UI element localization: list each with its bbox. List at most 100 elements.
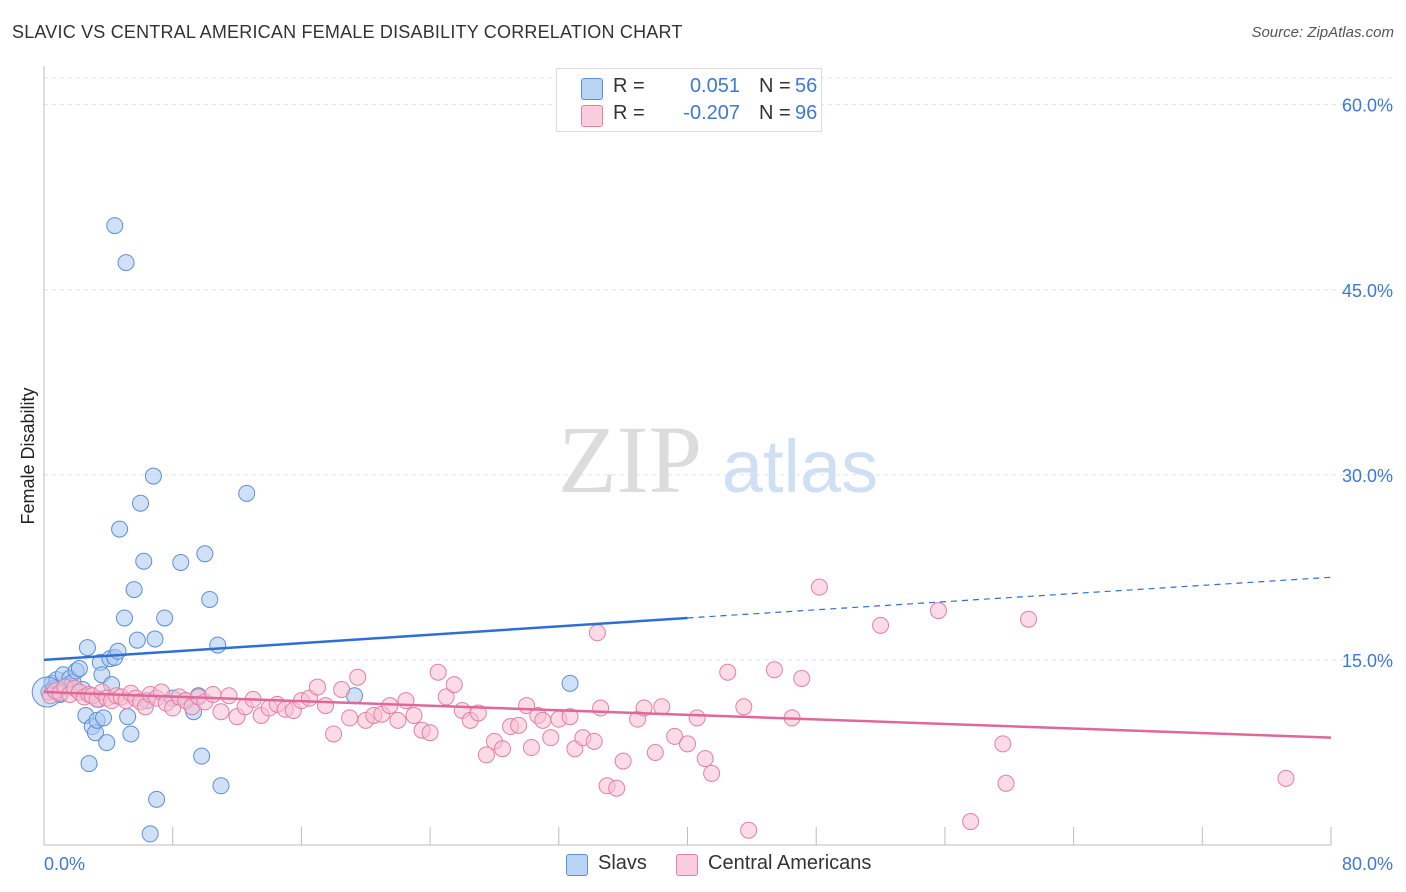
central-american-point bbox=[962, 813, 980, 831]
slav-point bbox=[212, 777, 230, 795]
central-american-point bbox=[510, 716, 528, 734]
y-tick-label: 45.0% bbox=[1342, 281, 1393, 301]
central-american-point bbox=[220, 687, 238, 705]
central-american-point bbox=[522, 739, 540, 757]
central-american-point bbox=[405, 706, 423, 724]
correlation-legend: R = 0.051 N = 56 R = -0.207 N = 96 bbox=[556, 68, 822, 132]
central-american-point bbox=[542, 729, 560, 747]
central-american-point bbox=[679, 735, 696, 753]
axes bbox=[43, 66, 1332, 846]
series-label-slavs: Slavs bbox=[598, 852, 647, 874]
central-americans-trend-line bbox=[43, 690, 1332, 739]
central-american-point bbox=[317, 697, 335, 715]
slav-point bbox=[109, 642, 127, 660]
legend-n-label: N = bbox=[759, 75, 791, 97]
central-americans-points bbox=[41, 578, 1295, 839]
legend-n-value: 56 bbox=[795, 75, 818, 97]
central-american-point bbox=[994, 735, 1012, 753]
legend-n-value: 96 bbox=[795, 102, 818, 124]
central-american-point bbox=[212, 703, 230, 721]
central-american-point bbox=[469, 704, 487, 722]
slav-point bbox=[115, 609, 133, 627]
slav-point bbox=[78, 639, 96, 657]
slav-point bbox=[80, 755, 98, 773]
central-american-point bbox=[703, 764, 721, 782]
slav-point bbox=[238, 484, 256, 502]
central-american-point bbox=[719, 663, 737, 681]
legend-n-label: N = bbox=[759, 102, 791, 124]
slav-point bbox=[141, 825, 159, 843]
slav-point bbox=[146, 630, 164, 648]
central-american-point bbox=[696, 750, 714, 768]
central-american-point bbox=[1277, 769, 1295, 787]
central-american-point bbox=[389, 711, 407, 729]
central-american-point bbox=[534, 711, 552, 729]
legend-r-label: R = bbox=[613, 75, 645, 97]
slav-point bbox=[156, 609, 174, 627]
x-tick-label: 80.0% bbox=[1342, 854, 1393, 874]
slav-point bbox=[106, 217, 124, 235]
slav-point bbox=[111, 520, 129, 538]
central-american-point bbox=[740, 821, 758, 839]
slav-point bbox=[95, 709, 113, 727]
slav-point bbox=[193, 747, 211, 765]
central-american-point bbox=[793, 669, 811, 687]
y-tick-label: 15.0% bbox=[1342, 651, 1393, 671]
central-american-point bbox=[872, 616, 890, 634]
central-american-point bbox=[646, 743, 664, 761]
source-label: Source: ZipAtlas.com bbox=[1251, 24, 1394, 41]
slav-point bbox=[561, 674, 579, 692]
central-american-point bbox=[608, 779, 626, 797]
central-american-point bbox=[333, 681, 351, 699]
slav-point bbox=[201, 590, 219, 608]
central-american-point bbox=[585, 732, 603, 750]
central-american-point bbox=[477, 746, 495, 764]
watermark-zip: ZIP bbox=[558, 406, 702, 513]
series-swatch-central-americans bbox=[676, 854, 698, 876]
central-american-point bbox=[666, 727, 684, 745]
slav-point bbox=[144, 467, 162, 485]
watermark: ZIP atlas bbox=[558, 406, 878, 513]
legend-r-value: 0.051 bbox=[689, 75, 740, 97]
x-tick-label: 0.0% bbox=[44, 854, 85, 874]
central-american-point bbox=[429, 663, 447, 681]
central-american-point bbox=[653, 698, 671, 716]
y-axis-title: Female Disability bbox=[18, 387, 38, 524]
trend-lines bbox=[43, 576, 1332, 739]
slav-point bbox=[119, 708, 137, 726]
central-american-point bbox=[735, 698, 753, 716]
slav-point bbox=[172, 553, 190, 571]
central-american-point bbox=[688, 709, 706, 727]
chart-title: SLAVIC VS CENTRAL AMERICAN FEMALE DISABI… bbox=[12, 22, 683, 42]
central-american-point bbox=[493, 740, 511, 758]
central-american-point bbox=[765, 661, 783, 679]
central-american-point bbox=[308, 678, 326, 696]
slav-point bbox=[122, 725, 140, 743]
central-american-point bbox=[437, 688, 455, 706]
central-american-point bbox=[614, 752, 632, 770]
legend-r-value: -0.207 bbox=[683, 102, 740, 124]
y-tick-label: 30.0% bbox=[1342, 466, 1393, 486]
slavs-trend-extension bbox=[687, 576, 1332, 619]
legend-swatch-central-americans bbox=[581, 105, 603, 127]
slav-point bbox=[148, 790, 166, 808]
central-american-point bbox=[561, 708, 579, 726]
grid-lines bbox=[44, 77, 1393, 661]
central-american-point bbox=[421, 724, 439, 742]
central-american-point bbox=[588, 624, 606, 642]
slav-point bbox=[135, 552, 153, 570]
central-american-point bbox=[592, 699, 610, 717]
central-american-point bbox=[349, 668, 367, 686]
slav-point bbox=[70, 660, 88, 678]
central-american-point bbox=[1020, 610, 1038, 628]
series-legend: Slavs Central Americans bbox=[0, 852, 1406, 878]
slav-point bbox=[128, 631, 146, 649]
legend-swatch-slavs bbox=[581, 78, 603, 100]
slav-point bbox=[196, 545, 214, 563]
slavs-trend-line bbox=[43, 616, 688, 662]
central-american-point bbox=[929, 602, 947, 620]
central-american-point bbox=[204, 685, 222, 703]
axis-labels: 15.0% 30.0% 45.0% 60.0% 0.0% 80.0% Female Disa… bbox=[18, 96, 1393, 874]
watermark-atlas: atlas bbox=[722, 425, 878, 508]
slav-point bbox=[125, 581, 143, 599]
